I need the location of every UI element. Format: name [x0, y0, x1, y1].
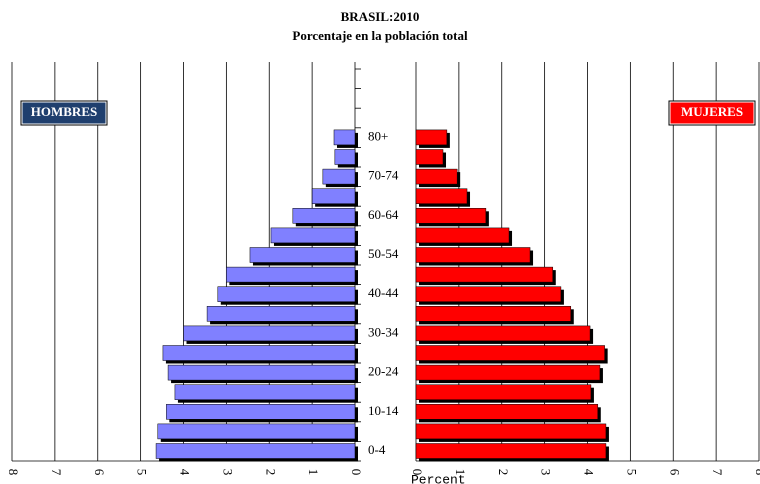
x-tick-label: 8	[753, 469, 760, 476]
bar	[415, 306, 572, 322]
legend-label: HOMBRES	[31, 104, 97, 119]
bar	[333, 129, 356, 146]
x-tick-label: 5	[624, 469, 639, 476]
legend-border	[668, 100, 756, 126]
x-tick-label: 2	[263, 469, 278, 476]
y-tick-label: 60-64	[368, 207, 399, 222]
x-tick-label: 2	[496, 469, 511, 476]
legend-label: MUJERES	[681, 104, 743, 119]
bar	[166, 404, 356, 420]
bar	[415, 149, 444, 165]
bar	[415, 384, 592, 400]
legend-box	[21, 101, 107, 125]
y-tick-label: 20-24	[368, 364, 399, 379]
bar	[415, 129, 448, 146]
y-tick-label: 0-4	[368, 442, 386, 457]
x-tick-label: 0	[349, 469, 364, 476]
x-tick-label: 1	[453, 469, 468, 476]
y-tick-label: 50-54	[368, 246, 399, 261]
x-tick-label: 0	[410, 469, 425, 476]
bar	[311, 188, 356, 204]
bar	[415, 168, 458, 185]
bar	[415, 247, 531, 263]
bar	[162, 345, 356, 361]
bar	[415, 423, 607, 440]
x-tick-label: 4	[178, 469, 193, 476]
bar	[270, 227, 356, 244]
bar	[415, 227, 510, 244]
bar	[174, 384, 356, 400]
bar	[155, 443, 356, 459]
bar	[415, 404, 599, 420]
bar	[322, 168, 356, 185]
y-tick-label: 70-74	[368, 168, 399, 183]
y-tick-label: 30-34	[368, 324, 399, 339]
bar	[217, 286, 356, 302]
bar	[157, 423, 356, 440]
legend-box	[669, 101, 755, 125]
bar	[415, 286, 562, 302]
x-tick-label: 3	[539, 469, 554, 476]
bar	[415, 188, 468, 204]
x-tick-label: 6	[92, 469, 107, 476]
bar	[415, 345, 605, 361]
bar	[183, 325, 356, 342]
bar	[249, 247, 356, 263]
x-tick-label: 1	[306, 469, 321, 476]
bar	[167, 364, 356, 381]
bar	[206, 306, 356, 322]
x-tick-label: 7	[49, 469, 64, 476]
bar	[415, 364, 601, 381]
y-tick-label: 80+	[368, 128, 388, 143]
bar	[334, 149, 356, 165]
x-tick-label: 8	[6, 469, 21, 476]
x-axis-label: Percent	[411, 472, 466, 484]
chart-title: BRASIL:2010	[341, 9, 420, 24]
bar	[226, 266, 356, 283]
x-tick-label: 3	[220, 469, 235, 476]
bar	[415, 266, 554, 283]
x-tick-label: 6	[667, 469, 682, 476]
chart-subtitle: Porcentaje en la población total	[292, 28, 468, 43]
bar	[292, 208, 356, 224]
bar	[415, 325, 591, 342]
bar	[415, 443, 607, 459]
x-tick-label: 5	[135, 469, 150, 476]
x-tick-label: 4	[582, 469, 597, 476]
x-tick-label: 7	[710, 469, 725, 476]
legend-border	[20, 100, 108, 126]
bar	[415, 208, 487, 224]
y-tick-label: 10-14	[368, 403, 399, 418]
y-tick-label: 40-44	[368, 285, 399, 300]
